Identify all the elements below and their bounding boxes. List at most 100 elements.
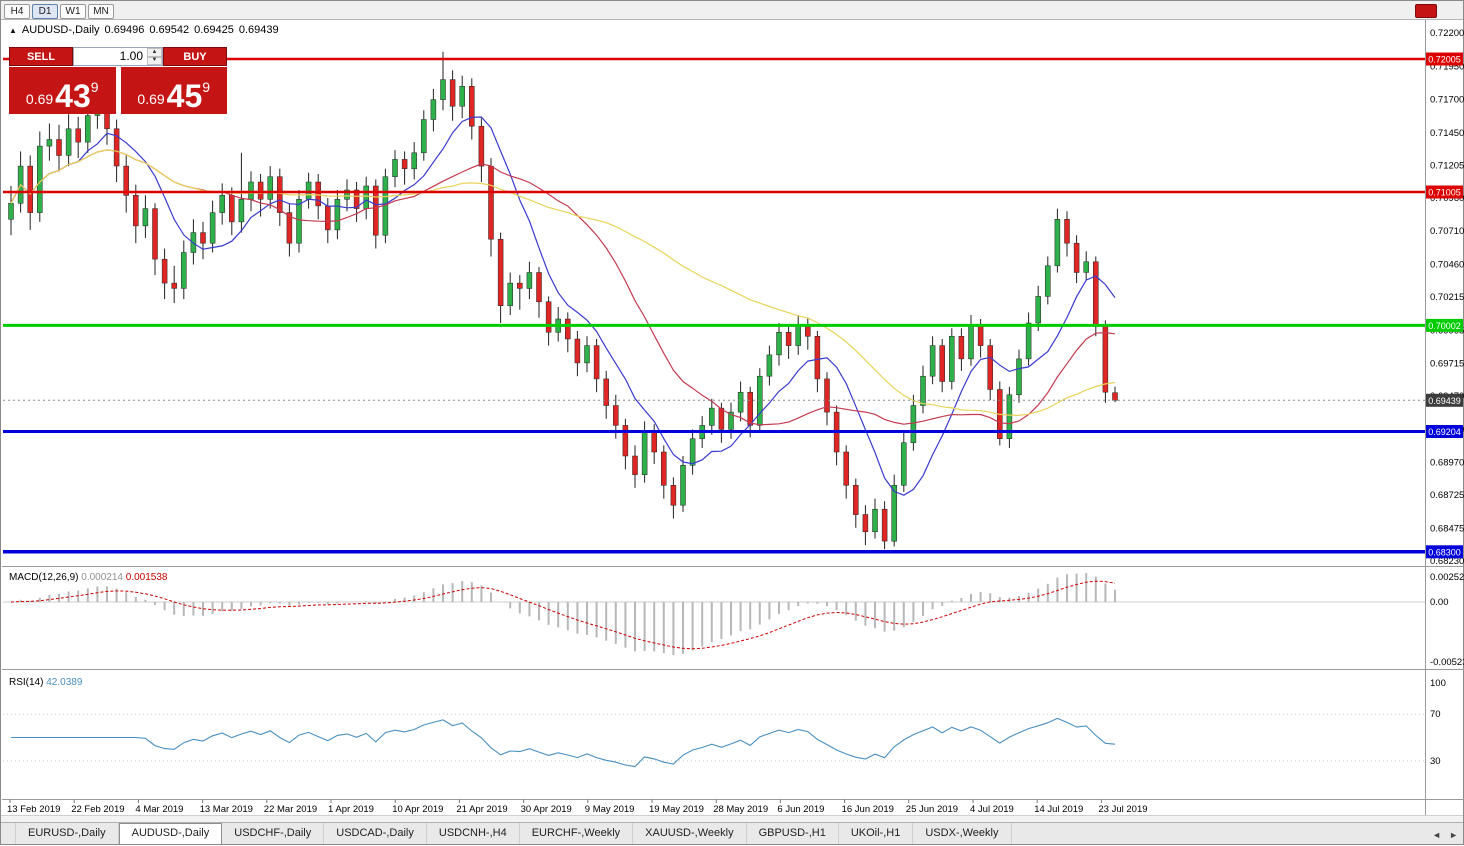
svg-text:0.70215: 0.70215: [1430, 292, 1464, 303]
rsi-line: [11, 717, 1116, 768]
rsi-panel: RSI(14) 42.0389 100 70 30: [3, 677, 1446, 768]
svg-text:0.70710: 0.70710: [1430, 226, 1464, 237]
ohlc-high: 0.69542: [149, 24, 190, 36]
horizontal-scrollbar[interactable]: [1, 815, 1463, 823]
buy-price-prefix: 0.69: [137, 91, 165, 107]
svg-text:0.69439: 0.69439: [1428, 396, 1461, 406]
svg-text:22 Feb 2019: 22 Feb 2019: [71, 804, 124, 815]
rsi-label: RSI(14) 42.0389: [9, 677, 83, 688]
ohlc-low: 0.69425: [194, 24, 234, 36]
volume-value[interactable]: 1.00: [119, 49, 143, 63]
chart-tabs: EURUSD-,Daily AUDUSD-,Daily USDCHF-,Daily U…: [1, 823, 1463, 844]
svg-text:0.70460: 0.70460: [1430, 260, 1464, 271]
chart-tab[interactable]: USDCNH-,H4: [427, 823, 520, 844]
svg-text:70: 70: [1430, 709, 1441, 720]
volume-spin-buttons: ▲ ▼: [147, 48, 162, 65]
sell-button[interactable]: SELL: [9, 47, 73, 66]
chart-ohlc-title: ▲ AUDUSD-,Daily 0.69496 0.69542 0.69425 …: [9, 24, 279, 36]
svg-text:0.71950: 0.71950: [1430, 61, 1464, 72]
svg-text:0.69715: 0.69715: [1430, 359, 1464, 370]
tabs-scroll-nav: ◄ ►: [1432, 830, 1458, 840]
price-tag: 0.71005: [1426, 185, 1463, 199]
moving-averages: [10, 116, 1116, 496]
svg-text:10 Apr 2019: 10 Apr 2019: [392, 804, 443, 815]
macd-label: MACD(12,26,9) 0.000214 0.001538: [9, 572, 168, 583]
price-tag: 0.70002: [1426, 318, 1463, 332]
svg-text:0.72200: 0.72200: [1430, 28, 1464, 39]
timeframe-button-d1[interactable]: D1: [32, 4, 58, 20]
horizontal-level-lines[interactable]: [3, 57, 1425, 554]
price-tag: 0.69439: [1426, 393, 1463, 407]
svg-text:4 Mar 2019: 4 Mar 2019: [135, 804, 183, 815]
svg-text:6 Jun 2019: 6 Jun 2019: [777, 804, 824, 815]
buy-button[interactable]: BUY: [163, 47, 227, 66]
price-tag: 0.72005: [1426, 52, 1463, 66]
svg-text:25 Jun 2019: 25 Jun 2019: [906, 804, 958, 815]
timeframe-button-w1[interactable]: W1: [60, 4, 86, 20]
sell-price-display[interactable]: 0.69 43 9: [9, 67, 116, 114]
svg-text:19 May 2019: 19 May 2019: [649, 804, 704, 815]
timeframe-button-mn[interactable]: MN: [88, 4, 114, 20]
collapse-triangle-icon[interactable]: ▲: [9, 25, 17, 35]
svg-text:0.71205: 0.71205: [1430, 160, 1464, 171]
chart-panel-dividers: [2, 20, 1464, 817]
svg-text:28 May 2019: 28 May 2019: [713, 804, 768, 815]
volume-up-button[interactable]: ▲: [147, 48, 162, 57]
chart-tab[interactable]: USDX-,Weekly: [913, 823, 1012, 844]
ohlc-open: 0.69496: [104, 24, 145, 36]
tabs-scroll-right-button[interactable]: ►: [1449, 830, 1458, 840]
candlestick-series: [8, 51, 1118, 550]
svg-text:13 Mar 2019: 13 Mar 2019: [200, 804, 253, 815]
chart-tab[interactable]: USDCHF-,Daily: [222, 823, 325, 844]
chart-tab[interactable]: XAUUSD-,Weekly: [633, 823, 747, 844]
chart-tabs-bar: EURUSD-,Daily AUDUSD-,Daily USDCHF-,Daily U…: [1, 822, 1463, 844]
svg-text:14 Jul 2019: 14 Jul 2019: [1034, 804, 1083, 815]
svg-text:0.002522: 0.002522: [1430, 572, 1464, 583]
svg-text:30 Apr 2019: 30 Apr 2019: [521, 804, 572, 815]
svg-text:0.68970: 0.68970: [1430, 458, 1464, 469]
chart-tab[interactable]: EURCHF-,Weekly: [520, 823, 634, 844]
svg-text:0.68725: 0.68725: [1430, 490, 1464, 501]
ma-fast-line: [10, 116, 1116, 496]
tabs-scroll-left-button[interactable]: ◄: [1432, 830, 1442, 840]
sell-price-prefix: 0.69: [25, 91, 54, 107]
volume-stepper[interactable]: 1.00 ▲ ▼: [73, 47, 163, 66]
date-axis[interactable]: 13 Feb 2019 22 Feb 2019 4 Mar 2019 13 Mar 2…: [7, 799, 1148, 816]
ohlc-close: 0.69439: [238, 24, 279, 36]
ma-slow-line: [10, 149, 1116, 417]
timeframe-buttons: H4 D1 W1 MN: [4, 1, 116, 20]
buy-price-display[interactable]: 0.69 45 9: [120, 67, 227, 114]
svg-text:0.72005: 0.72005: [1428, 55, 1461, 65]
svg-text:1 Apr 2019: 1 Apr 2019: [328, 804, 374, 815]
timeframe-toolbar: H4 D1 W1 MN: [1, 1, 1463, 20]
buy-price-big: 45: [166, 78, 203, 114]
timeframe-button-h4[interactable]: H4: [4, 4, 30, 20]
svg-text:21 Apr 2019: 21 Apr 2019: [456, 804, 507, 815]
price-tag: 0.68300: [1426, 545, 1463, 559]
svg-text:100: 100: [1430, 678, 1446, 689]
chart-tab[interactable]: EURUSD-,Daily: [15, 823, 119, 844]
svg-text:0.71700: 0.71700: [1430, 95, 1464, 106]
chart-tab[interactable]: UKOil-,H1: [839, 823, 914, 844]
svg-text:0.69204: 0.69204: [1428, 427, 1461, 437]
buy-price-sup: 9: [202, 79, 211, 95]
svg-text:0.70002: 0.70002: [1428, 321, 1461, 331]
svg-text:22 Mar 2019: 22 Mar 2019: [264, 804, 317, 815]
svg-text:30: 30: [1430, 756, 1441, 767]
volume-down-button[interactable]: ▼: [147, 56, 162, 65]
svg-text:-0.005234: -0.005234: [1430, 657, 1464, 668]
svg-text:0.68300: 0.68300: [1428, 547, 1461, 557]
toolbar-right-icon[interactable]: [1415, 4, 1437, 18]
chart-tab[interactable]: GBPUSD-,H1: [747, 823, 839, 844]
price-tag: 0.69204: [1426, 425, 1463, 438]
sell-price-big: 43: [55, 78, 91, 114]
price-axis[interactable]: 0.722000.719500.717000.714500.712050.709…: [1426, 28, 1464, 567]
svg-text:0.71005: 0.71005: [1428, 188, 1461, 198]
chart-tab[interactable]: AUDUSD-,Daily: [118, 823, 223, 844]
svg-text:23 Jul 2019: 23 Jul 2019: [1098, 804, 1147, 815]
svg-text:0.68230: 0.68230: [1430, 556, 1464, 567]
chart-tab[interactable]: USDCAD-,Daily: [324, 823, 427, 844]
svg-text:0.00: 0.00: [1430, 597, 1449, 608]
